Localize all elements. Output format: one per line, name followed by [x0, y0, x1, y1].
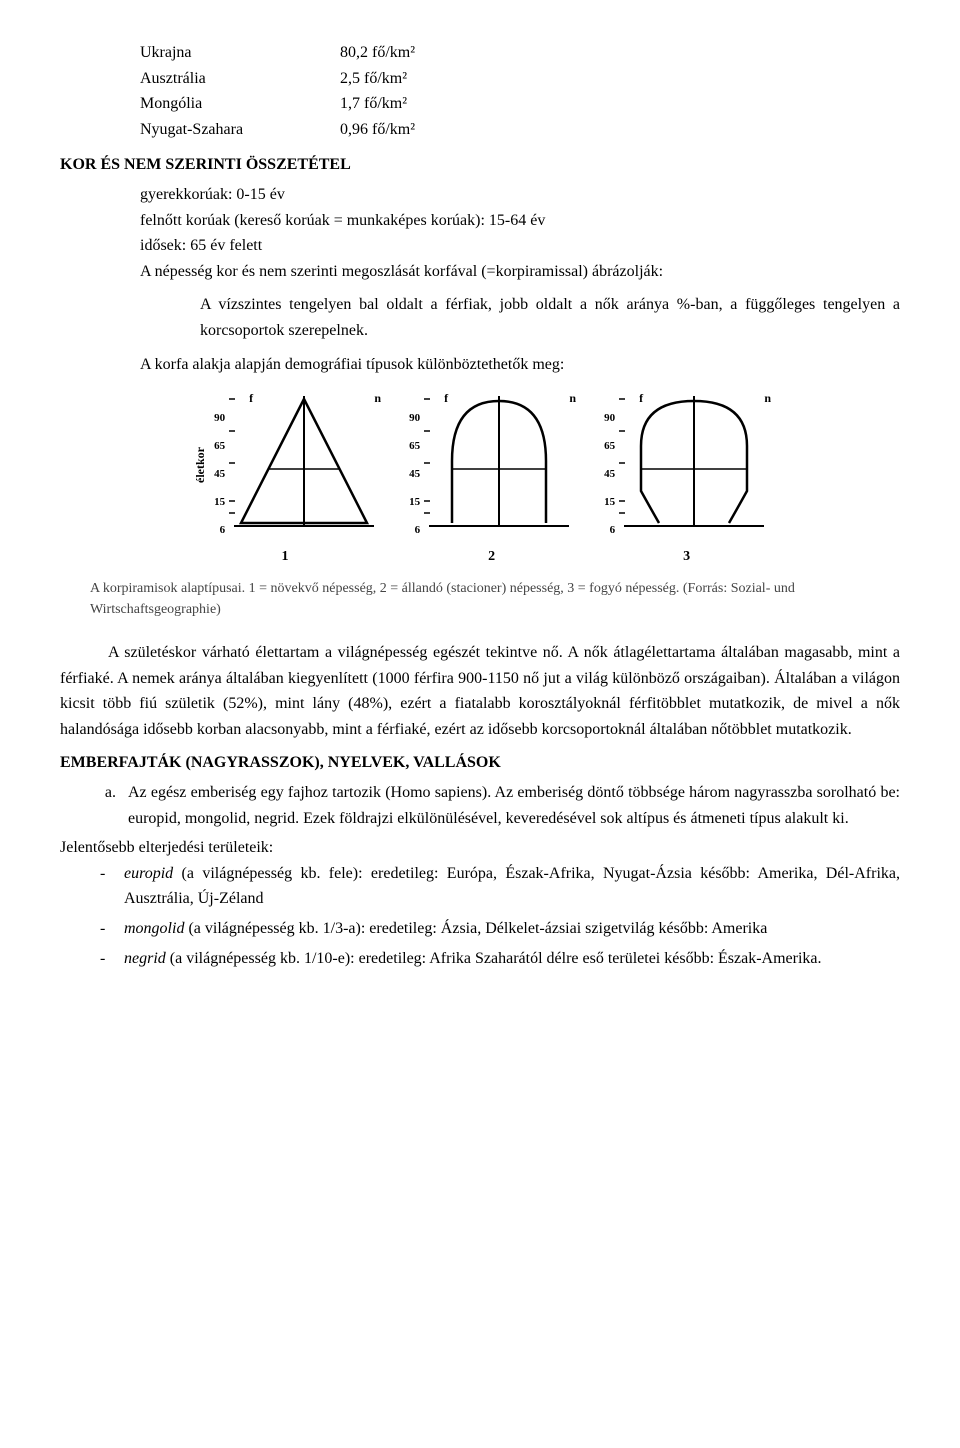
density-row: Ukrajna 80,2 fő/km²: [140, 40, 900, 66]
n-label: n: [569, 389, 576, 408]
age-group-elderly: idősek: 65 év felett: [140, 233, 900, 259]
age-groups-block: gyerekkorúak: 0-15 év felnőtt korúak (ke…: [140, 182, 900, 377]
pyramid-number: 2: [409, 546, 574, 568]
tick: 15: [604, 494, 615, 512]
country-name: Ukrajna: [140, 40, 340, 66]
race-desc: (a világnépesség kb. 1/10-e): eredetileg…: [166, 950, 822, 967]
race-name: europid: [124, 865, 173, 882]
pyramid-types-intro: A korfa alakja alapján demográfiai típus…: [140, 352, 900, 378]
pyramid-number: 1: [191, 546, 379, 568]
spread-negrid: - negrid (a világnépesség kb. 1/10-e): e…: [100, 946, 900, 972]
pyramid-figure: életkor 90 65 45 15 6 f n: [60, 391, 900, 620]
race-desc: (a világnépesség kb. 1/3-a): eredetileg:…: [184, 920, 767, 937]
pyramid-axes-desc: A vízszintes tengelyen bal oldalt a férf…: [200, 292, 900, 343]
country-name: Nyugat-Szahara: [140, 117, 340, 143]
tick: 6: [409, 522, 420, 540]
tick: 90: [409, 410, 420, 428]
race-name: mongolid: [124, 920, 184, 937]
density-value: 2,5 fő/km²: [340, 66, 407, 92]
y-ticks: 90 65 45 15 6: [214, 410, 225, 540]
f-label: f: [444, 389, 448, 408]
tick: 45: [409, 466, 420, 484]
races-item-a: Az egész emberiség egy fajhoz tartozik (…: [120, 780, 900, 831]
pyramid-1: életkor 90 65 45 15 6 f n: [191, 391, 379, 568]
pyramid-2: 90 65 45 15 6 f n: [409, 391, 574, 568]
spread-europid: - europid (a világnépesség kb. fele): er…: [100, 861, 900, 912]
tick: 65: [604, 438, 615, 456]
country-name: Ausztrália: [140, 66, 340, 92]
density-table: Ukrajna 80,2 fő/km² Ausztrália 2,5 fő/km…: [140, 40, 900, 142]
races-list: Az egész emberiség egy fajhoz tartozik (…: [100, 780, 900, 831]
age-group-adults: felnőtt korúak (kereső korúak = munkakép…: [140, 208, 900, 234]
y-ticks: 90 65 45 15 6: [604, 410, 615, 540]
spread-mongolid: - mongolid (a világnépesség kb. 1/3-a): …: [100, 916, 900, 942]
dash-icon: -: [100, 916, 124, 942]
tick: 6: [604, 522, 615, 540]
heading-age-composition: KOR ÉS NEM SZERINTI ÖSSZETÉTEL: [60, 152, 900, 178]
figure-caption: A korpiramisok alaptípusai. 1 = növekvő …: [90, 578, 870, 620]
dash-icon: -: [100, 861, 124, 912]
tick: 15: [214, 494, 225, 512]
race-desc: (a világnépesség kb. fele): eredetileg: …: [124, 865, 900, 908]
density-value: 80,2 fő/km²: [340, 40, 415, 66]
tick: 90: [604, 410, 615, 428]
race-name: negrid: [124, 950, 166, 967]
pyramid-growing-icon: [229, 391, 379, 531]
spread-heading: Jelentősebb elterjedési területeik:: [60, 835, 900, 861]
heading-races: EMBERFAJTÁK (NAGYRASSZOK), NYELVEK, VALL…: [60, 750, 900, 776]
pyramid-definition: A népesség kor és nem szerinti megoszlás…: [140, 259, 900, 285]
n-label: n: [764, 389, 771, 408]
pyramid-declining-icon: [619, 391, 769, 531]
country-name: Mongólia: [140, 91, 340, 117]
pyramid-stationary-icon: [424, 391, 574, 531]
age-group-children: gyerekkorúak: 0-15 év: [140, 182, 900, 208]
dash-icon: -: [100, 946, 124, 972]
tick: 45: [604, 466, 615, 484]
density-row: Mongólia 1,7 fő/km²: [140, 91, 900, 117]
tick: 65: [409, 438, 420, 456]
density-row: Ausztrália 2,5 fő/km²: [140, 66, 900, 92]
tick: 45: [214, 466, 225, 484]
tick: 15: [409, 494, 420, 512]
f-label: f: [639, 389, 643, 408]
f-label: f: [249, 389, 253, 408]
spread-list: - europid (a világnépesség kb. fele): er…: [100, 861, 900, 971]
density-value: 0,96 fő/km²: [340, 117, 415, 143]
life-expectancy-paragraph: A születéskor várható élettartam a világ…: [60, 640, 900, 742]
pyramid-number: 3: [604, 546, 769, 568]
tick: 6: [214, 522, 225, 540]
density-value: 1,7 fő/km²: [340, 91, 407, 117]
y-axis-label: életkor: [191, 447, 210, 483]
pyramid-3: 90 65 45 15 6 f n: [604, 391, 769, 568]
tick: 65: [214, 438, 225, 456]
n-label: n: [374, 389, 381, 408]
tick: 90: [214, 410, 225, 428]
density-row: Nyugat-Szahara 0,96 fő/km²: [140, 117, 900, 143]
y-ticks: 90 65 45 15 6: [409, 410, 420, 540]
